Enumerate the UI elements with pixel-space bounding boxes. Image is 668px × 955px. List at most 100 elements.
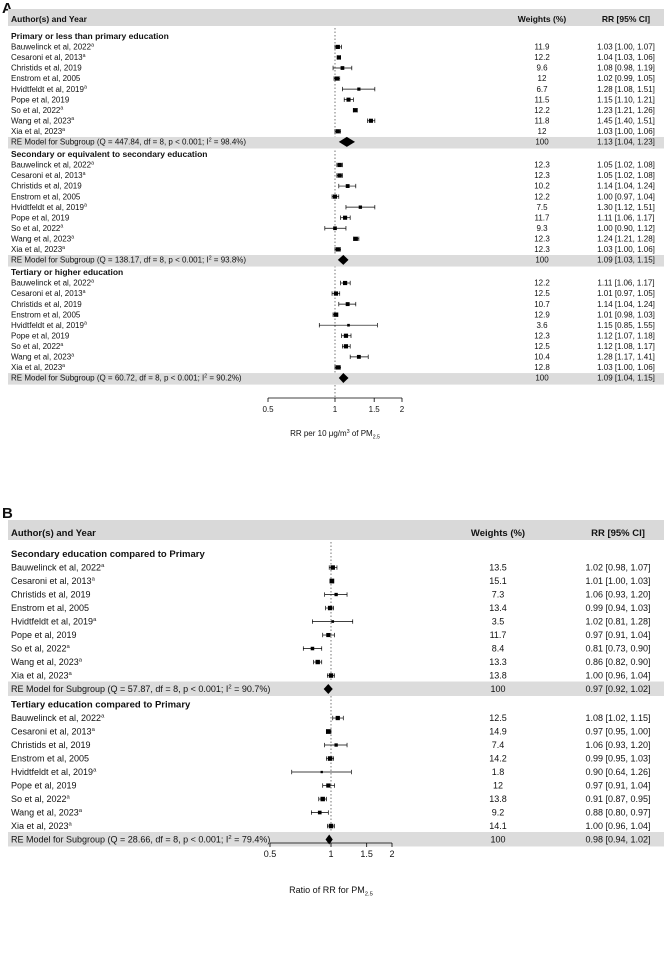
point-estimate (326, 783, 331, 788)
point-estimate (334, 76, 339, 81)
study-weight: 14.1 (489, 821, 507, 831)
study-name: Christids et al, 2019 (11, 740, 91, 750)
study-name: Wang et al, 2023a (11, 234, 74, 243)
study-ci: 1.02 [0.98, 1.07] (585, 563, 650, 573)
point-estimate (357, 87, 361, 91)
study-ci: 1.08 [0.98, 1.19] (597, 64, 655, 73)
study-weight: 13.8 (489, 671, 507, 681)
point-estimate (343, 344, 349, 349)
point-estimate (347, 323, 350, 327)
header-bar (8, 520, 664, 540)
study-weight: 11.8 (535, 116, 551, 125)
point-estimate (335, 715, 340, 721)
x-tick-label: 2 (389, 849, 394, 859)
study-name: So et al, 2022a (11, 794, 71, 804)
study-weight: 12.5 (534, 342, 550, 351)
study-weight: 12.9 (534, 310, 550, 319)
point-estimate (356, 354, 361, 359)
summary-ci: 1.13 [1.04, 1.23] (597, 138, 655, 147)
study-weight: 13.3 (489, 657, 507, 667)
subgroup-title: Tertiary education compared to Primary (11, 700, 191, 711)
study-ci: 1.02 [0.99, 1.05] (597, 74, 655, 83)
point-estimate (326, 632, 331, 638)
point-estimate (335, 44, 340, 49)
study-ci: 1.11 [1.06, 1.17] (597, 213, 654, 222)
study-ci: 1.06 [0.93, 1.20] (585, 740, 650, 750)
study-weight: 3.6 (536, 321, 548, 330)
study-weight: 9.3 (536, 224, 548, 233)
subgroup-title: Primary or less than primary education (11, 31, 169, 41)
point-estimate (334, 743, 338, 747)
point-estimate (328, 673, 334, 678)
study-ci: 1.04 [1.03, 1.06] (597, 53, 655, 62)
study-weight: 10.2 (534, 182, 550, 191)
point-estimate (315, 659, 320, 665)
study-name: Cesaroni et al, 2013a (11, 53, 86, 62)
study-name: Christids et al, 2019 (11, 182, 82, 191)
study-weight: 12.3 (534, 234, 550, 243)
study-weight: 7.5 (536, 203, 548, 212)
study-name: So et al, 2022a (11, 106, 63, 115)
point-estimate (320, 796, 325, 802)
header-bar (8, 9, 664, 26)
x-tick-label: 0.5 (262, 405, 274, 414)
subgroup-title: Secondary or equivalent to secondary edu… (11, 149, 208, 159)
study-weight: 12 (538, 127, 547, 136)
point-estimate (345, 184, 350, 188)
study-ci: 0.99 [0.94, 1.03] (585, 603, 650, 613)
header-study: Author(s) and Year (11, 528, 96, 539)
study-weight: 12.5 (489, 713, 507, 723)
study-ci: 1.02 [0.81, 1.28] (585, 617, 650, 627)
study-ci: 0.86 [0.82, 0.90] (585, 657, 650, 667)
point-estimate (345, 302, 350, 307)
summary-weight: 100 (490, 684, 505, 694)
study-weight: 14.9 (489, 727, 507, 737)
header-weights: Weights (%) (518, 14, 567, 24)
study-name: Cesaroni et al, 2013a (11, 727, 96, 737)
study-name: Wang et al, 2023a (11, 657, 83, 667)
header-study: Author(s) and Year (11, 14, 88, 24)
point-estimate (310, 646, 315, 651)
study-ci: 1.08 [1.02, 1.15] (585, 713, 650, 723)
study-ci: 0.99 [0.95, 1.03] (585, 754, 650, 764)
study-ci: 0.97 [0.91, 1.04] (585, 630, 650, 640)
summary-label: RE Model for Subgroup (Q = 57.87, df = 8… (11, 684, 270, 694)
point-estimate (346, 97, 351, 102)
point-estimate (329, 578, 335, 584)
study-weight: 15.1 (489, 576, 507, 586)
study-name: Xia et al, 2023a (11, 245, 65, 254)
panel-label: B (2, 505, 13, 522)
summary-bar (8, 136, 664, 149)
x-tick-label: 1.5 (369, 405, 381, 414)
point-estimate (340, 66, 345, 70)
study-name: Pope et al, 2019 (11, 781, 77, 791)
panel-label: A (2, 0, 13, 17)
point-estimate (337, 173, 342, 178)
study-name: So et al, 2022a (11, 224, 63, 233)
summary-label: RE Model for Subgroup (Q = 447.84, df = … (11, 137, 246, 146)
study-name: Pope et al, 2019 (11, 213, 70, 222)
study-weight: 12.3 (534, 245, 550, 254)
study-ci: 1.15 [0.85, 1.55] (597, 321, 655, 330)
point-estimate (320, 770, 323, 774)
study-weight: 12.2 (534, 192, 550, 201)
point-estimate (327, 756, 333, 761)
point-estimate (335, 129, 340, 134)
summary-weight: 100 (535, 374, 549, 383)
study-weight: 14.2 (489, 754, 507, 764)
point-estimate (343, 333, 349, 338)
panel-b: B Author(s) and Year Weights (%) RR [95% CI… (2, 505, 664, 898)
summary-diamond (338, 136, 356, 147)
point-estimate (337, 162, 342, 168)
study-name: Bauwelinck et al, 2022a (11, 160, 94, 169)
study-name: Cesaroni et al, 2013a (11, 289, 86, 298)
subgroup-title: Tertiary or higher education (11, 267, 123, 277)
study-weight: 9.6 (536, 64, 548, 73)
study-ci: 1.00 [0.96, 1.04] (585, 671, 650, 681)
study-name: Cesaroni et al, 2013a (11, 576, 96, 586)
study-ci: 1.30 [1.12, 1.51] (597, 203, 655, 212)
point-estimate (331, 620, 335, 623)
x-tick-label: 1 (333, 405, 338, 414)
study-name: Wang et al, 2023a (11, 116, 74, 125)
